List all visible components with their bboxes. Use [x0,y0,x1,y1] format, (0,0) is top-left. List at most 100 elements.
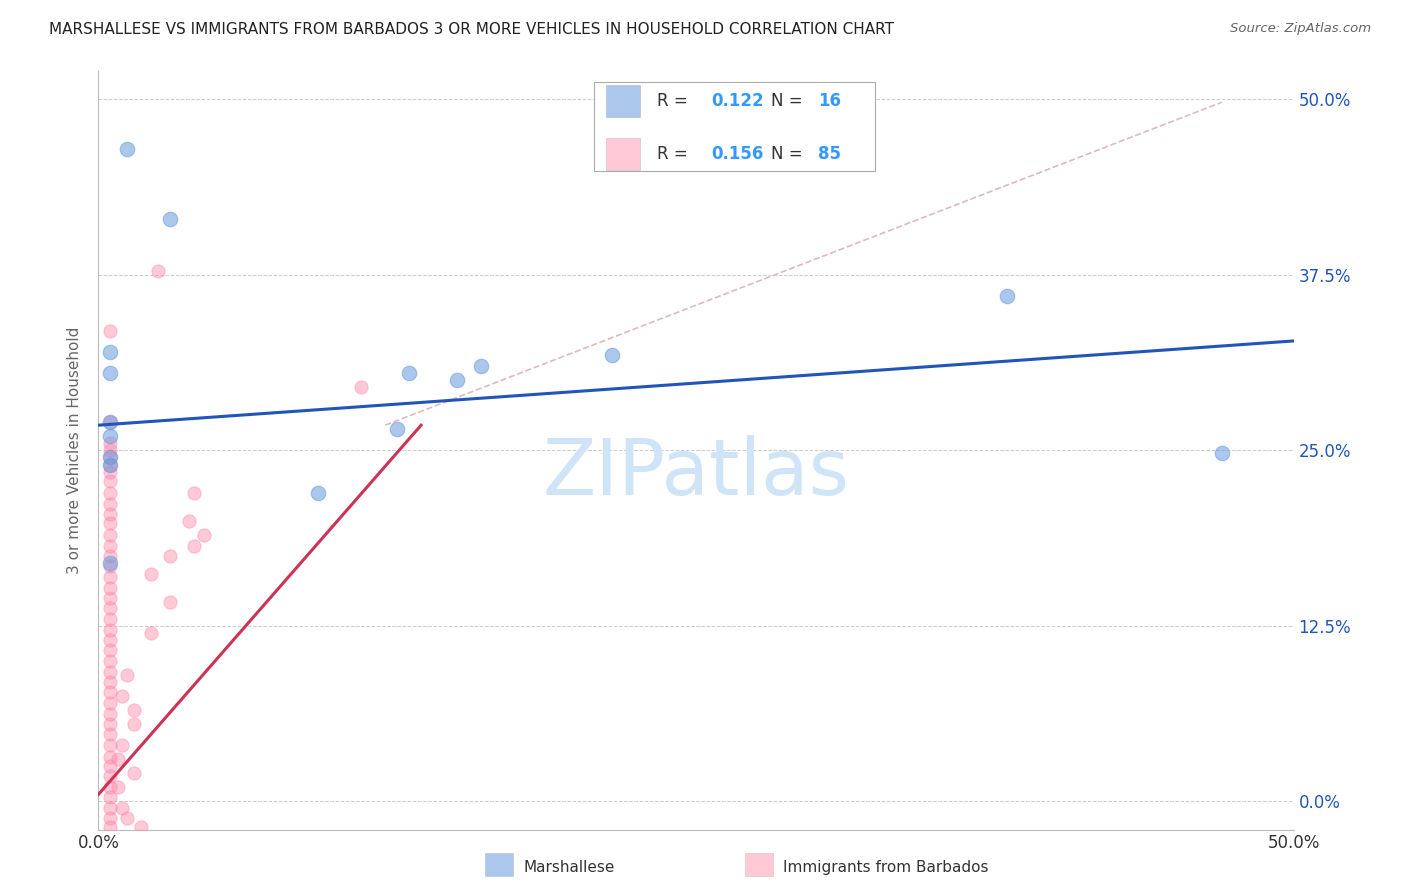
Point [98,558,122,573]
Bar [606,85,640,117]
Point [98,739,122,753]
Point [124,766,146,780]
Point [98,780,122,795]
Point [111,739,134,753]
Point [98,839,122,854]
Text: 85: 85 [818,145,841,163]
Point [98,643,122,657]
Point [98,527,122,541]
Point [98,675,122,690]
Point [98,458,122,472]
Point [139,567,162,582]
Point [307,485,329,500]
Point [131,820,153,834]
Point [98,623,122,637]
Text: 0.156: 0.156 [711,145,763,163]
Point [98,801,122,815]
Point [111,689,134,703]
Point [98,570,122,584]
FancyBboxPatch shape [595,82,875,171]
Point [98,475,122,489]
Point [111,830,134,844]
Point [115,668,138,682]
Point [159,549,181,563]
Point [98,539,122,553]
Point [98,665,122,680]
Text: N =: N = [772,92,808,110]
Text: 0.122: 0.122 [711,92,763,110]
Point [115,811,138,825]
Point [398,366,420,380]
Point [148,264,170,278]
Text: Immigrants from Barbados: Immigrants from Barbados [783,860,988,874]
Point [98,685,122,699]
Point [107,780,129,795]
Text: R =: R = [657,92,693,110]
Text: Marshallese: Marshallese [523,860,614,874]
Point [159,595,181,609]
Point [98,516,122,531]
Point [98,436,122,450]
Point [183,539,205,553]
Point [98,450,122,465]
Point [98,507,122,521]
Point [124,839,146,854]
Point [98,416,122,430]
Point [98,485,122,500]
Point [350,380,373,394]
Point [98,366,122,380]
Point [107,752,129,766]
Point [98,811,122,825]
Point [1211,446,1233,460]
Point [98,581,122,595]
Point [98,600,122,615]
Point [98,465,122,479]
Point [98,820,122,834]
Point [98,416,122,430]
Point [98,790,122,805]
Point [98,345,122,359]
Point [98,847,122,862]
Y-axis label: 3 or more Vehicles in Household: 3 or more Vehicles in Household [67,326,83,574]
Point [98,696,122,710]
Text: N =: N = [772,145,808,163]
Point [111,801,134,815]
Point [98,769,122,783]
Point [98,429,122,443]
Point [193,527,215,541]
Point [135,847,157,862]
Text: R =: R = [657,145,693,163]
Point [179,514,201,528]
Point [98,717,122,731]
Point [98,549,122,563]
Point [98,556,122,570]
Point [139,626,162,640]
Point [98,727,122,741]
Bar [606,138,640,170]
Point [159,211,181,226]
Text: Source: ZipAtlas.com: Source: ZipAtlas.com [1230,22,1371,36]
Point [98,759,122,773]
Point [385,422,409,436]
Point [115,142,138,156]
Point [98,633,122,648]
Point [98,830,122,844]
Point [98,654,122,668]
Point [98,443,122,458]
Text: ZIPatlas: ZIPatlas [543,435,849,511]
Point [446,373,468,387]
Point [98,707,122,722]
Point [124,703,146,717]
Text: MARSHALLESE VS IMMIGRANTS FROM BARBADOS 3 OR MORE VEHICLES IN HOUSEHOLD CORRELAT: MARSHALLESE VS IMMIGRANTS FROM BARBADOS … [49,22,894,37]
Point [470,359,492,374]
Text: 16: 16 [818,92,841,110]
Point [183,485,205,500]
Point [98,450,122,465]
Point [98,591,122,605]
Point [995,289,1018,303]
Point [602,348,624,362]
Point [124,717,146,731]
Point [98,324,122,338]
Point [98,749,122,764]
Point [98,612,122,626]
